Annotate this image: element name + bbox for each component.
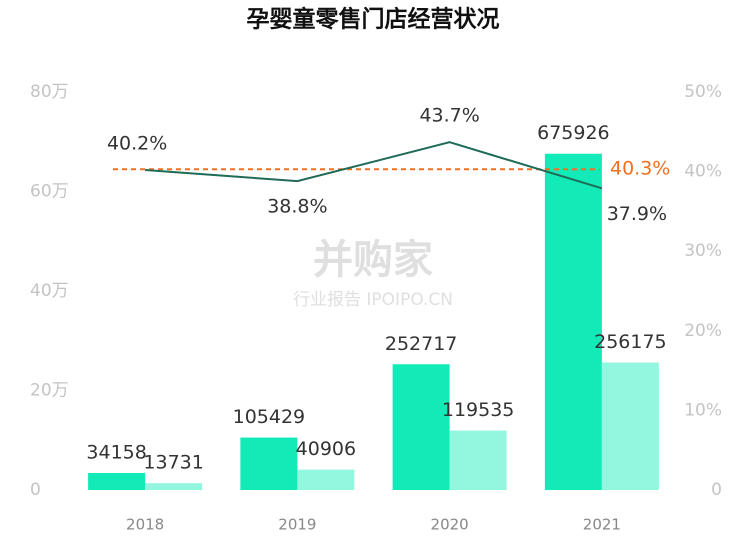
bar — [601, 362, 659, 490]
y-tick-label: 60万 — [30, 182, 69, 202]
bar — [145, 483, 203, 490]
bar-value-label: 13731 — [143, 452, 203, 474]
bar-value-label: 40906 — [296, 438, 356, 460]
chart-title: 孕婴童零售门店经营状况 — [247, 6, 500, 33]
line — [145, 141, 603, 190]
bar — [88, 473, 146, 490]
y2-tick-label: 40% — [684, 162, 722, 182]
y-tick-label: 20万 — [30, 381, 69, 401]
bar-value-label: 252717 — [385, 333, 458, 355]
y-tick-label: 40万 — [30, 281, 69, 301]
y2-tick-label: 50% — [684, 82, 722, 102]
watermark: 并购家 — [313, 237, 433, 283]
bar-value-label: 105429 — [233, 406, 306, 428]
bar-value-label: 256175 — [594, 331, 667, 353]
reference-label: 40.3% — [610, 158, 670, 180]
bar-value-label: 675926 — [537, 122, 610, 144]
bar-value-label: 119535 — [442, 399, 515, 421]
bar — [297, 469, 355, 490]
y2-tick-label: 30% — [684, 241, 722, 261]
line-value-label: 38.8% — [267, 196, 327, 218]
x-tick-label: 2021 — [583, 516, 621, 534]
bar-value-label: 34158 — [86, 442, 146, 464]
x-tick-label: 2019 — [278, 516, 316, 534]
x-tick-label: 2018 — [126, 516, 164, 534]
bar — [240, 437, 298, 490]
y2-tick-label: 10% — [684, 400, 722, 420]
y-tick-label: 80万 — [30, 82, 69, 102]
bar — [544, 153, 602, 491]
line-value-label: 40.2% — [107, 133, 167, 155]
y-tick-label: 0 — [30, 480, 41, 500]
line-value-label: 43.7% — [419, 105, 479, 127]
y2-tick-label: 20% — [684, 321, 722, 341]
line-value-label: 37.9% — [607, 203, 667, 225]
watermark: 行业报告 IPOIPO.CN — [293, 290, 453, 310]
bar — [449, 430, 507, 490]
bar — [392, 364, 450, 490]
y2-tick-label: 0 — [711, 480, 722, 500]
x-tick-label: 2020 — [431, 516, 469, 534]
